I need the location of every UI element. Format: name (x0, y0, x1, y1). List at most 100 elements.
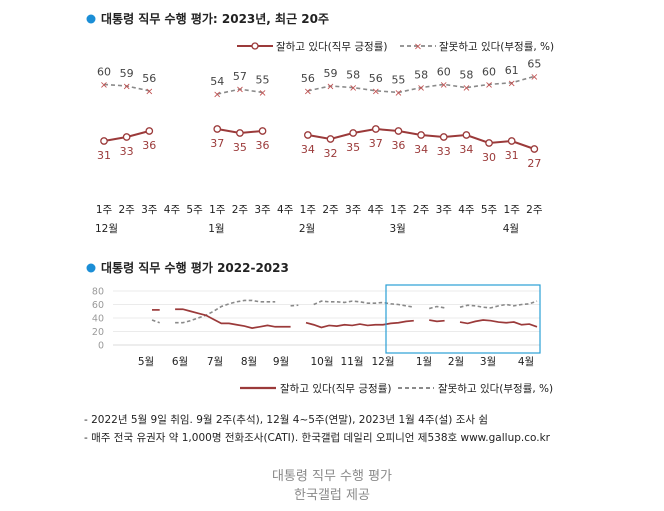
weekly-line-chart: 대통령 직무 수행 평가: 2023년, 최근 20주 잘하고 있다(직무 긍정… (86, 11, 554, 235)
approve-value-label: 37 (369, 137, 383, 150)
approve-value-label: 34 (301, 143, 315, 156)
week-tick-label: 1주 (300, 204, 317, 216)
week-tick-label: 4주 (164, 204, 181, 216)
approve-trend-segment-3 (429, 319, 445, 323)
month-tick-label: 2월 (448, 356, 464, 368)
month-label: 3월 (389, 223, 405, 235)
approve-trend-segment-1 (175, 308, 291, 329)
approve-trend-segment-2 (305, 319, 414, 329)
disapprove-value-label: 54 (210, 75, 224, 88)
disapprove-trend-segment-0 (151, 319, 160, 324)
approve-point (371, 125, 380, 133)
approve-value-label: 33 (437, 145, 451, 158)
y-tick-label: 60 (92, 300, 104, 311)
disapprove-trend-segment-3 (313, 300, 414, 308)
title-bullet (86, 14, 96, 24)
disapprove-value-label: 55 (391, 73, 405, 86)
approve-value-label: 34 (459, 143, 473, 156)
month-tick-label: 4월 (518, 356, 534, 368)
week-tick-label: 2주 (118, 204, 135, 216)
week-tick-label: 1주 (390, 204, 407, 216)
week-tick-label: 5주 (186, 204, 203, 216)
approve-point (236, 129, 244, 137)
caption-source: 한국갤럽 제공 (294, 488, 370, 503)
month-tick-label: 12월 (371, 356, 394, 368)
disapprove-point: × (508, 78, 516, 89)
month-tick-label: 3월 (480, 356, 496, 368)
top-marks: ×60×59×56×54×57×55×56×59×58×56×55×58×60×… (95, 57, 543, 235)
approve-point (100, 137, 108, 145)
disapprove-point: × (304, 86, 312, 97)
approve-point (122, 133, 131, 141)
disapprove-value-label: 60 (482, 65, 496, 78)
disapprove-line-segment-1 (217, 88, 263, 95)
month-tick-label: 6월 (172, 356, 188, 368)
week-tick-label: 4주 (277, 204, 294, 216)
disapprove-value-label: 59 (120, 67, 134, 80)
week-tick-label: 5주 (481, 204, 498, 216)
approve-point (303, 131, 312, 139)
disapprove-value-label: 59 (324, 67, 338, 80)
week-tick-label: 2주 (526, 204, 543, 216)
week-tick-label: 2주 (232, 204, 249, 216)
title-bullet-2 (86, 263, 96, 273)
approve-value-label: 34 (414, 143, 428, 156)
disapprove-point: × (326, 82, 334, 93)
week-tick-label: 3주 (141, 204, 158, 216)
disapprove-value-label: 65 (527, 57, 541, 70)
disapprove-line-segment-0 (103, 83, 150, 92)
week-tick-label: 2주 (322, 204, 339, 216)
month-label: 4월 (503, 223, 519, 235)
legend-bottom: 잘하고 있다(직무 긍정률) 잘못하고 있다(부정률, %) (240, 382, 553, 395)
disapprove-point: × (213, 90, 221, 101)
disapprove-trend-segment-5 (459, 300, 538, 309)
disapprove-line-segment-2 (307, 75, 535, 94)
approve-value-label: 36 (391, 139, 405, 152)
week-tick-label: 2주 (413, 204, 430, 216)
disapprove-value-label: 58 (459, 69, 473, 82)
disapprove-point: × (417, 83, 425, 94)
approve-point (258, 127, 267, 135)
approve-point (213, 125, 222, 133)
svg-text:×: × (414, 42, 422, 53)
legend-top: 잘하고 있다(직무 긍정률) × 잘못하고 있다(부정률, %) (237, 40, 554, 53)
y-tick-label: 40 (92, 314, 104, 325)
disapprove-value-label: 56 (369, 72, 383, 85)
week-tick-label: 3주 (254, 204, 271, 216)
disapprove-point: × (440, 80, 448, 91)
approve-value-label: 30 (482, 151, 496, 164)
approve-value-label: 31 (505, 149, 519, 162)
disapprove-value-label: 60 (97, 65, 111, 78)
disapprove-value-label: 55 (256, 73, 270, 86)
disapprove-value-label: 56 (142, 72, 156, 85)
approve-point (145, 127, 154, 135)
week-tick-label: 1주 (209, 204, 226, 216)
disapprove-point: × (485, 80, 493, 91)
approve-point (417, 131, 425, 139)
disapprove-point: × (122, 82, 130, 93)
note-survey-breaks: - 2022년 5월 9일 취임. 9월 2주(추석), 12월 4~5주(연말… (84, 414, 489, 426)
disapprove-point: × (100, 80, 108, 91)
approve-value-label: 35 (233, 141, 247, 154)
approve-point (439, 133, 448, 141)
legend-approve-2: 잘하고 있다(직무 긍정률) (280, 382, 391, 395)
week-tick-label: 3주 (436, 204, 453, 216)
week-tick-label: 1주 (96, 204, 113, 216)
approve-point (530, 145, 539, 153)
approve-point (485, 139, 493, 147)
disapprove-point: × (462, 83, 470, 94)
approve-point (462, 131, 471, 139)
month-label: 2월 (299, 223, 315, 235)
week-tick-label: 1주 (504, 204, 521, 216)
disapprove-point: × (258, 88, 266, 99)
approve-point (507, 137, 516, 145)
disapprove-point: × (530, 72, 538, 83)
legend-approve: 잘하고 있다(직무 긍정률) (276, 40, 387, 53)
y-tick-label: 0 (98, 341, 104, 352)
approve-value-label: 31 (97, 149, 111, 162)
disapprove-point: × (394, 88, 402, 99)
approve-point (349, 129, 357, 137)
month-tick-label: 9월 (273, 356, 289, 368)
month-tick-label: 5월 (138, 356, 154, 368)
approve-value-label: 36 (142, 139, 156, 152)
